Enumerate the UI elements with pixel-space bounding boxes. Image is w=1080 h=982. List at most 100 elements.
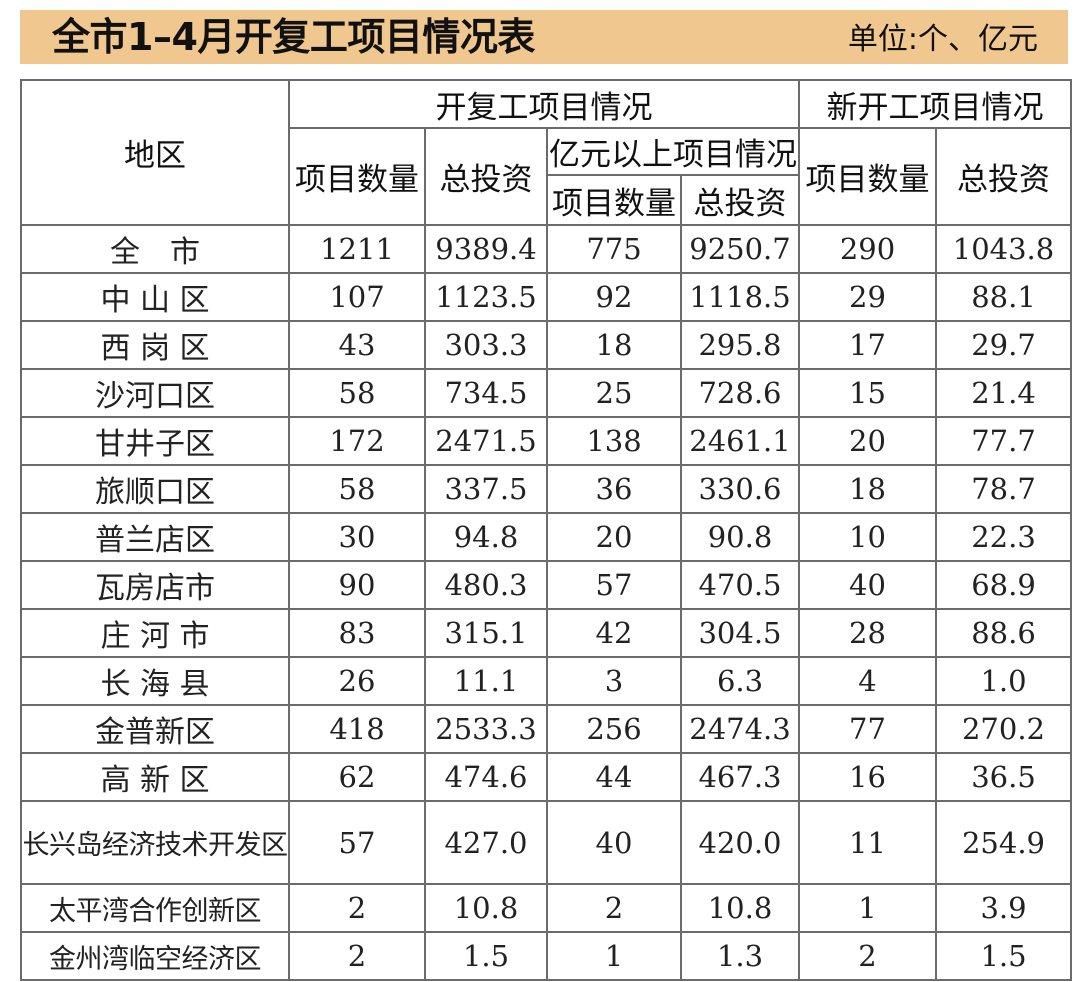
new-investment-cell: 78.7 — [935, 464, 1072, 514]
large-investment-cell: 6.3 — [680, 656, 800, 706]
new-count-cell: 11 — [798, 800, 937, 885]
table-row: 长 海 县 26 11.1 3 6.3 4 1.0 — [20, 656, 1072, 706]
large-investment-cell: 470.5 — [680, 560, 800, 610]
investment-cell: 1.5 — [424, 931, 548, 981]
new-investment-cell: 1043.8 — [935, 224, 1072, 274]
new-investment-cell: 22.3 — [935, 512, 1072, 562]
large-count-cell: 20 — [546, 512, 682, 562]
investment-cell: 734.5 — [424, 368, 548, 418]
large-investment-cell: 1.3 — [680, 931, 800, 981]
investment-cell: 11.1 — [424, 656, 548, 706]
table-header: 地区 开复工项目情况 新开工项目情况 项目数量 总投资 亿元以上项目情况 项目数… — [20, 79, 1072, 226]
table-row: 全 市 1211 9389.4 775 9250.7 290 1043.8 — [20, 224, 1072, 274]
header-group-new: 新开工项目情况 — [798, 79, 1072, 129]
large-count-cell: 138 — [546, 416, 682, 466]
table-row: 甘井子区 172 2471.5 138 2461.1 20 77.7 — [20, 416, 1072, 466]
large-count-cell: 18 — [546, 320, 682, 370]
new-count-cell: 4 — [798, 656, 937, 706]
count-cell: 58 — [288, 368, 426, 418]
title-bar: 全市1–4月开复工项目情况表 单位:个、亿元 — [20, 10, 1068, 64]
table-row: 普兰店区 30 94.8 20 90.8 10 22.3 — [20, 512, 1072, 562]
investment-cell: 474.6 — [424, 752, 548, 802]
large-investment-cell: 10.8 — [680, 883, 800, 933]
new-count-cell: 18 — [798, 464, 937, 514]
investment-cell: 303.3 — [424, 320, 548, 370]
region-cell: 金州湾临空经济区 — [20, 931, 290, 981]
investment-cell: 315.1 — [424, 608, 548, 658]
large-count-cell: 775 — [546, 224, 682, 274]
count-cell: 57 — [288, 800, 426, 885]
table-row: 中 山 区 107 1123.5 92 1118.5 29 88.1 — [20, 272, 1072, 322]
header-investment: 总投资 — [424, 127, 548, 226]
large-investment-cell: 728.6 — [680, 368, 800, 418]
new-count-cell: 17 — [798, 320, 937, 370]
large-count-cell: 2 — [546, 883, 682, 933]
large-investment-cell: 2461.1 — [680, 416, 800, 466]
large-investment-cell: 304.5 — [680, 608, 800, 658]
region-cell: 西 岗 区 — [20, 320, 290, 370]
new-count-cell: 15 — [798, 368, 937, 418]
new-investment-cell: 1.0 — [935, 656, 1072, 706]
large-count-cell: 44 — [546, 752, 682, 802]
count-cell: 1211 — [288, 224, 426, 274]
new-count-cell: 29 — [798, 272, 937, 322]
large-investment-cell: 420.0 — [680, 800, 800, 885]
table-title: 全市1–4月开复工项目情况表 — [52, 15, 535, 59]
count-cell: 172 — [288, 416, 426, 466]
region-cell: 高 新 区 — [20, 752, 290, 802]
large-count-cell: 25 — [546, 368, 682, 418]
investment-cell: 10.8 — [424, 883, 548, 933]
large-count-cell: 42 — [546, 608, 682, 658]
table-body: 全 市 1211 9389.4 775 9250.7 290 1043.8 中 山 区 107 1… — [20, 224, 1072, 981]
project-table: 地区 开复工项目情况 新开工项目情况 项目数量 总投资 亿元以上项目情况 项目数… — [20, 79, 1072, 981]
large-count-cell: 256 — [546, 704, 682, 754]
count-cell: 43 — [288, 320, 426, 370]
new-count-cell: 2 — [798, 931, 937, 981]
large-count-cell: 36 — [546, 464, 682, 514]
table-row: 金州湾临空经济区 2 1.5 1 1.3 2 1.5 — [20, 931, 1072, 981]
large-investment-cell: 2474.3 — [680, 704, 800, 754]
new-count-cell: 1 — [798, 883, 937, 933]
new-investment-cell: 88.1 — [935, 272, 1072, 322]
large-count-cell: 1 — [546, 931, 682, 981]
count-cell: 30 — [288, 512, 426, 562]
new-investment-cell: 77.7 — [935, 416, 1072, 466]
investment-cell: 337.5 — [424, 464, 548, 514]
count-cell: 83 — [288, 608, 426, 658]
new-investment-cell: 88.6 — [935, 608, 1072, 658]
region-cell: 长兴岛经济技术开发区 — [20, 800, 290, 885]
new-investment-cell: 270.2 — [935, 704, 1072, 754]
new-investment-cell: 68.9 — [935, 560, 1072, 610]
new-investment-cell: 29.7 — [935, 320, 1072, 370]
new-count-cell: 20 — [798, 416, 937, 466]
count-cell: 107 — [288, 272, 426, 322]
large-investment-cell: 295.8 — [680, 320, 800, 370]
new-investment-cell: 3.9 — [935, 883, 1072, 933]
table-row: 太平湾合作创新区 2 10.8 2 10.8 1 3.9 — [20, 883, 1072, 933]
new-count-cell: 28 — [798, 608, 937, 658]
region-cell: 全 市 — [20, 224, 290, 274]
investment-cell: 1123.5 — [424, 272, 548, 322]
new-count-cell: 40 — [798, 560, 937, 610]
unit-label: 单位:个、亿元 — [847, 22, 1038, 57]
region-cell: 瓦房店市 — [20, 560, 290, 610]
count-cell: 62 — [288, 752, 426, 802]
region-cell: 甘井子区 — [20, 416, 290, 466]
table-row: 旅顺口区 58 337.5 36 330.6 18 78.7 — [20, 464, 1072, 514]
region-cell: 旅顺口区 — [20, 464, 290, 514]
header-region: 地区 — [20, 79, 290, 226]
table-row: 沙河口区 58 734.5 25 728.6 15 21.4 — [20, 368, 1072, 418]
large-investment-cell: 467.3 — [680, 752, 800, 802]
table-row: 高 新 区 62 474.6 44 467.3 16 36.5 — [20, 752, 1072, 802]
header-new-investment: 总投资 — [935, 127, 1072, 226]
table-row: 瓦房店市 90 480.3 57 470.5 40 68.9 — [20, 560, 1072, 610]
region-cell: 太平湾合作创新区 — [20, 883, 290, 933]
large-count-cell: 57 — [546, 560, 682, 610]
count-cell: 418 — [288, 704, 426, 754]
header-subgroup-large: 亿元以上项目情况 — [546, 127, 800, 176]
new-investment-cell: 1.5 — [935, 931, 1072, 981]
header-group-resumed: 开复工项目情况 — [288, 79, 800, 129]
region-cell: 金普新区 — [20, 704, 290, 754]
table-row: 金普新区 418 2533.3 256 2474.3 77 270.2 — [20, 704, 1072, 754]
large-investment-cell: 1118.5 — [680, 272, 800, 322]
